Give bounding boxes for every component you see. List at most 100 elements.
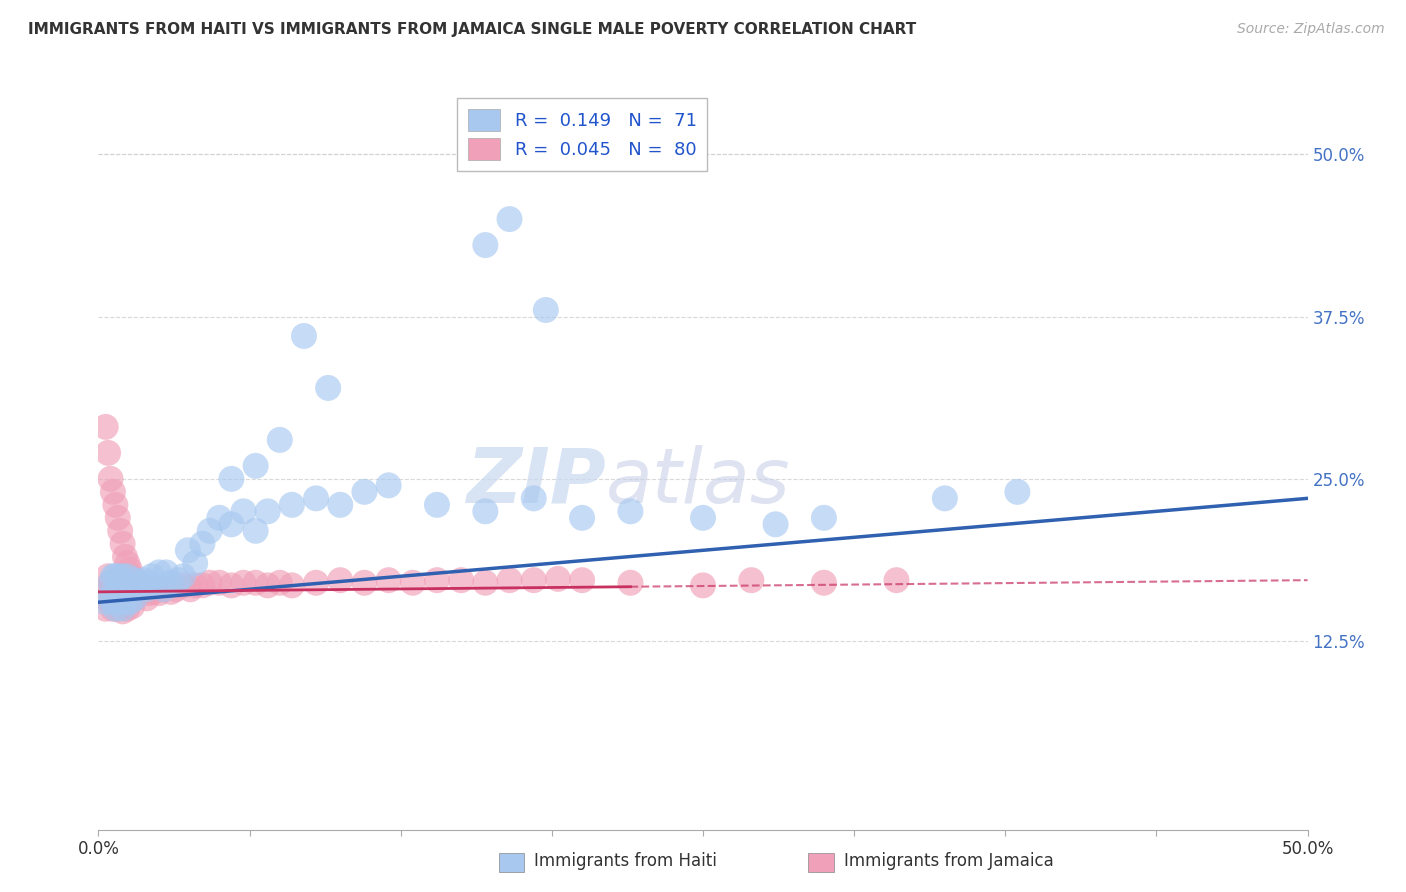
Point [101, 601, 124, 615]
Point [534, 303, 557, 318]
Point [221, 578, 243, 592]
Point [107, 595, 129, 609]
Point [128, 586, 150, 600]
Point [121, 599, 143, 614]
Point [104, 569, 127, 583]
Point [571, 511, 593, 525]
Point [118, 578, 141, 592]
Point [167, 573, 190, 587]
Point [141, 569, 163, 583]
Point [97, 582, 120, 597]
Point [135, 591, 157, 606]
Point [118, 595, 141, 609]
Point [184, 578, 207, 592]
Point [118, 595, 141, 609]
Point [232, 575, 254, 590]
Point [91, 589, 114, 603]
Point [305, 575, 328, 590]
Point [111, 601, 134, 615]
Point [111, 604, 134, 618]
Point [114, 595, 136, 609]
Point [100, 575, 122, 590]
Point [138, 586, 160, 600]
Point [107, 601, 129, 615]
Point [523, 491, 546, 506]
Point [117, 556, 139, 570]
Point [104, 498, 127, 512]
Point [94, 595, 117, 609]
Point [305, 491, 328, 506]
Point [117, 586, 139, 600]
Point [104, 582, 127, 597]
Legend: R =  0.149   N =  71, R =  0.045   N =  80: R = 0.149 N = 71, R = 0.045 N = 80 [457, 98, 707, 171]
Point [692, 578, 714, 592]
Point [121, 586, 143, 600]
Point [329, 573, 352, 587]
Point [107, 511, 129, 525]
Point [138, 575, 160, 590]
Point [143, 578, 166, 592]
Point [221, 472, 243, 486]
Point [97, 569, 120, 583]
Point [245, 524, 267, 538]
Point [131, 585, 153, 599]
Point [245, 575, 267, 590]
Point [474, 504, 496, 518]
Point [474, 238, 496, 252]
Point [121, 569, 143, 583]
Point [1007, 484, 1029, 499]
Point [97, 446, 120, 460]
Point [111, 569, 134, 583]
Point [118, 578, 141, 592]
Point [172, 578, 194, 592]
Point [523, 573, 546, 587]
Point [114, 549, 136, 564]
Point [208, 511, 231, 525]
Point [124, 573, 146, 587]
Point [813, 575, 835, 590]
Point [135, 582, 157, 597]
Point [114, 599, 136, 614]
Point [155, 566, 177, 580]
Point [111, 591, 134, 606]
Point [256, 578, 278, 592]
Point [131, 575, 153, 590]
Point [377, 573, 399, 587]
Point [152, 582, 174, 597]
Point [114, 582, 136, 597]
Point [124, 573, 146, 587]
Point [107, 569, 129, 583]
Point [148, 566, 170, 580]
Text: Immigrants from Haiti: Immigrants from Haiti [534, 852, 717, 870]
Point [118, 563, 141, 577]
Point [934, 491, 956, 506]
Point [94, 420, 117, 434]
Point [377, 478, 399, 492]
Text: ZIP: ZIP [467, 444, 606, 518]
Point [100, 472, 122, 486]
Point [108, 524, 131, 538]
Point [245, 458, 267, 473]
Point [292, 329, 315, 343]
Point [101, 595, 124, 609]
Point [108, 589, 131, 603]
Point [100, 589, 122, 603]
Point [571, 573, 593, 587]
Point [141, 582, 163, 597]
Point [117, 589, 139, 603]
Point [124, 591, 146, 606]
Point [740, 573, 762, 587]
Point [94, 601, 117, 615]
Point [329, 498, 352, 512]
Point [111, 537, 134, 551]
Point [107, 589, 129, 603]
Point [426, 498, 449, 512]
Point [281, 498, 304, 512]
Point [101, 569, 124, 583]
Point [450, 573, 472, 587]
Point [269, 575, 291, 590]
Point [127, 589, 149, 603]
Point [692, 511, 714, 525]
Point [886, 573, 908, 587]
Point [281, 578, 304, 592]
